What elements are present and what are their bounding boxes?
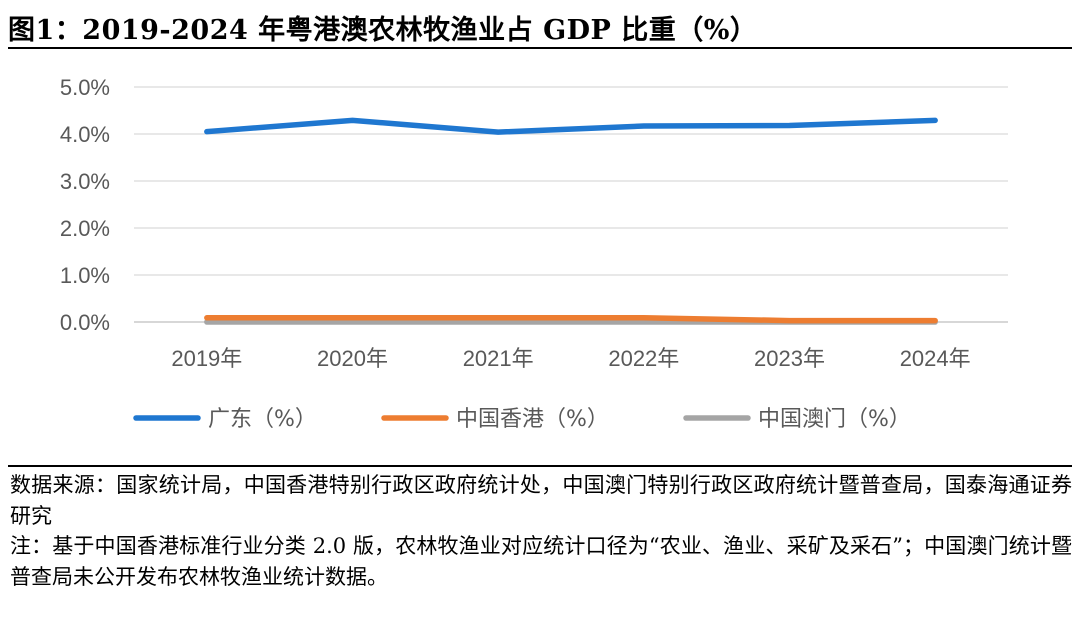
x-axis-ticks: 2019年 2020年 2021年 2022年 2023年 2024年 [171, 346, 970, 371]
x-tick-label: 2021年 [463, 346, 534, 371]
series-lines [204, 117, 938, 325]
legend: 广东（%） 中国香港（%） 中国澳门（%） [133, 407, 911, 432]
legend-label: 中国香港（%） [456, 407, 609, 432]
y-tick-label: 1.0% [60, 263, 110, 288]
x-tick-label: 2022年 [608, 346, 679, 371]
y-tick-label: 5.0% [60, 75, 110, 100]
y-tick-label: 0.0% [60, 310, 110, 335]
x-tick-label: 2024年 [900, 346, 971, 371]
source-note: 数据来源：国家统计局，中国香港特别行政区政府统计处，中国澳门特别行政区政府统计暨… [10, 473, 1072, 528]
y-axis-ticks: 0.0% 1.0% 2.0% 3.0% 4.0% 5.0% [60, 75, 110, 335]
line-chart: 0.0% 1.0% 2.0% 3.0% 4.0% 5.0% 2019年 2020年 2021年… [60, 75, 1008, 432]
y-tick-label: 3.0% [60, 169, 110, 194]
notes-divider [8, 465, 1072, 467]
x-tick-label: 2023年 [754, 346, 825, 371]
x-tick-label: 2019年 [171, 346, 242, 371]
x-tick-label: 2020年 [317, 346, 388, 371]
legend-label: 中国澳门（%） [758, 407, 911, 432]
legend-label: 广东（%） [208, 407, 317, 432]
chart-title: 图1：2019-2024 年粤港澳农林牧渔业占 GDP 比重（%） [8, 15, 758, 46]
series-line [204, 315, 938, 324]
title-divider [8, 47, 1072, 49]
y-tick-label: 2.0% [60, 216, 110, 241]
series-line [204, 117, 938, 135]
notes-section: 数据来源：国家统计局，中国香港特别行政区政府统计处，中国澳门特别行政区政府统计暨… [10, 470, 1072, 592]
footnote: 注：基于中国香港标准行业分类 2.0 版，农林牧渔业对应统计口径为“农业、渔业、… [10, 534, 1072, 589]
y-tick-label: 4.0% [60, 122, 110, 147]
